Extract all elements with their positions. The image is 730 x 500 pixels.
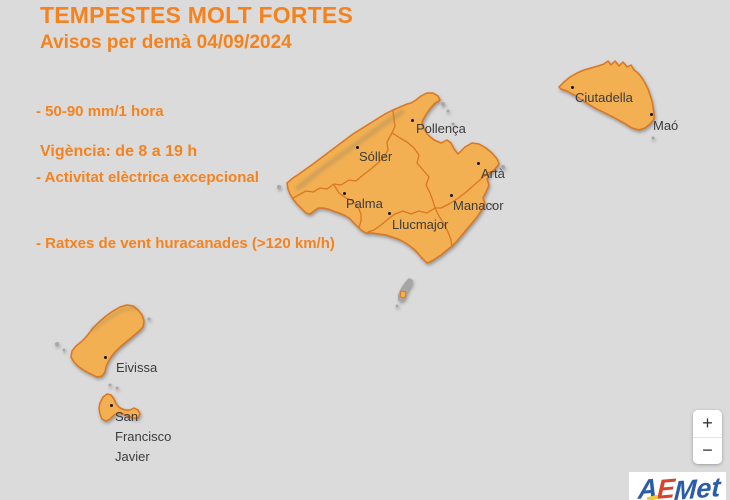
islets [55,102,655,390]
formentera-island[interactable] [98,393,141,422]
city-name: Palma [346,196,383,211]
logo-letter-e: E [656,473,676,500]
city-dot [356,146,359,149]
city-name: Sóller [359,149,393,164]
city-name: Maó [653,118,679,133]
cabrera-islet [398,278,413,302]
cabrera-warning-zone[interactable] [399,290,407,299]
logo-letters-met: Met [673,472,722,500]
city-name: Ciutadella [575,90,633,105]
city-dot [650,113,653,116]
city-name: San Francisco Javier [115,409,172,464]
city-dot [388,212,391,215]
aemet-logo: A E Met [629,472,726,500]
eivissa-island[interactable] [70,304,145,378]
warning-bullet-rain: - 50-90 mm/1 hora [36,103,164,120]
city-dot [110,404,113,407]
comarca-borders [292,110,490,248]
warning-bullets: - 50-90 mm/1 hora - Activitat elèctrica … [36,57,335,299]
city-name: Eivissa [116,360,158,375]
menorca-island[interactable] [558,60,655,131]
warning-bullet-electric: - Activitat elèctrica excepcional [36,169,259,186]
city-name: Manacor [453,198,504,213]
city-name: Llucmajor [392,217,449,232]
zoom-control: + − [693,410,722,464]
warning-bullet-wind: - Ratxes de vent huracanades (>120 km/h) [36,235,335,252]
city-name: Artà [481,166,505,181]
city-dot [343,192,346,195]
warning-subtitle: Avisos per demà 04/09/2024 [40,32,292,53]
zoom-in-button[interactable]: + [693,410,722,438]
city-dot [450,194,453,197]
city-name: Pollença [416,121,466,136]
warning-title: TEMPESTES MOLT FORTES [40,2,354,28]
mallorca-island[interactable] [286,92,500,264]
warning-validity: Vigència: de 8 a 19 h [40,143,198,160]
city-dot [477,162,480,165]
zoom-out-button[interactable]: − [693,437,722,464]
city-dot [104,356,107,359]
hillshade-tramuntana [295,109,405,191]
city-dot [411,119,414,122]
city-dot [571,86,574,89]
hillshade-eivissa [90,306,138,332]
